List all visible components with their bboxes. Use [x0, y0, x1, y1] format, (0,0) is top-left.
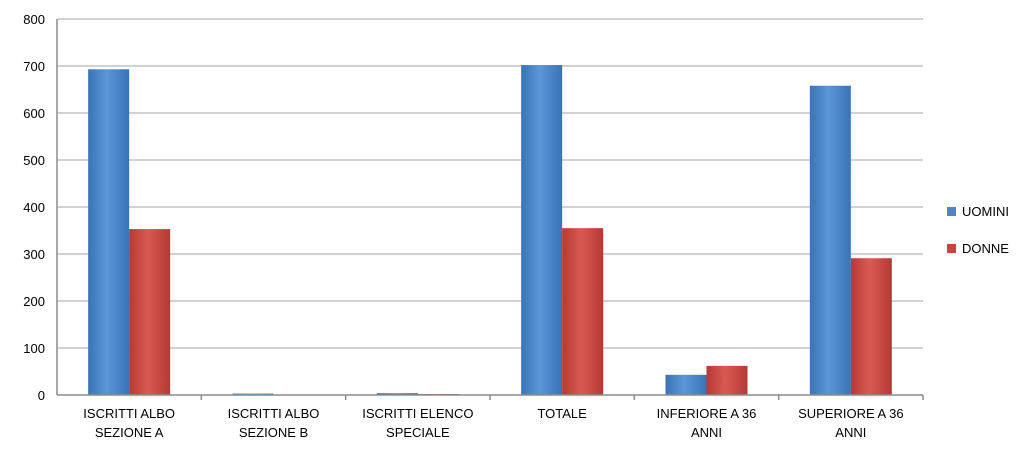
x-category-label: ISCRITTI ALBO SEZIONE B [228, 406, 320, 440]
bar-donne-3 [562, 228, 604, 395]
y-axis-tick-labels: 0 100 200 300 400 500 600 700 800 [23, 12, 45, 403]
y-tick-label: 300 [23, 247, 45, 262]
x-category-label-line: SEZIONE A [95, 425, 164, 440]
x-category-label-line: TOTALE [537, 406, 587, 421]
x-category-label: SUPERIORE A 36 ANNI [798, 406, 904, 440]
bar-donne-0 [129, 229, 171, 395]
bar-uomini-5 [809, 85, 851, 396]
bar-uomini-3 [521, 65, 563, 395]
x-category-label-line: INFERIORE A 36 [657, 406, 757, 421]
legend-swatch-uomini [947, 207, 956, 216]
legend-label-uomini: UOMINI [962, 204, 1009, 219]
x-category-label-line: SEZIONE B [239, 425, 308, 440]
legend-label-donne: DONNE [962, 241, 1009, 256]
x-category-label-line: ISCRITTI ELENCO [362, 406, 473, 421]
y-tick-label: 400 [23, 200, 45, 215]
bar-donne-4 [706, 365, 748, 395]
bar-uomini-4 [665, 374, 707, 395]
x-category-label-line: SPECIALE [386, 425, 450, 440]
x-category-label: ISCRITTI ELENCO SPECIALE [362, 406, 473, 440]
x-category-label-line: ANNI [835, 425, 866, 440]
x-category-label-line: ANNI [691, 425, 722, 440]
bar-uomini-2 [376, 393, 418, 395]
x-category-label-line: ISCRITTI ALBO [228, 406, 320, 421]
x-category-label-line: SUPERIORE A 36 [798, 406, 904, 421]
x-axis-category-labels: ISCRITTI ALBO SEZIONE A ISCRITTI ALBO SEZIO… [83, 406, 903, 440]
y-tick-label: 0 [38, 388, 45, 403]
y-tick-label: 500 [23, 153, 45, 168]
bars [88, 65, 892, 396]
y-tick-label: 100 [23, 341, 45, 356]
x-category-label: ISCRITTI ALBO SEZIONE A [83, 406, 175, 440]
bar-donne-5 [850, 258, 892, 395]
x-category-label: INFERIORE A 36 ANNI [657, 406, 757, 440]
x-category-label: TOTALE [537, 406, 587, 421]
bar-uomini-0 [88, 69, 130, 395]
y-tick-label: 600 [23, 106, 45, 121]
legend: UOMINI DONNE [947, 204, 1009, 256]
legend-swatch-donne [947, 244, 956, 253]
axes [56, 19, 924, 400]
y-tick-label: 800 [23, 12, 45, 27]
gridlines [57, 18, 923, 349]
y-tick-label: 200 [23, 294, 45, 309]
x-category-label-line: ISCRITTI ALBO [83, 406, 175, 421]
y-tick-label: 700 [23, 59, 45, 74]
